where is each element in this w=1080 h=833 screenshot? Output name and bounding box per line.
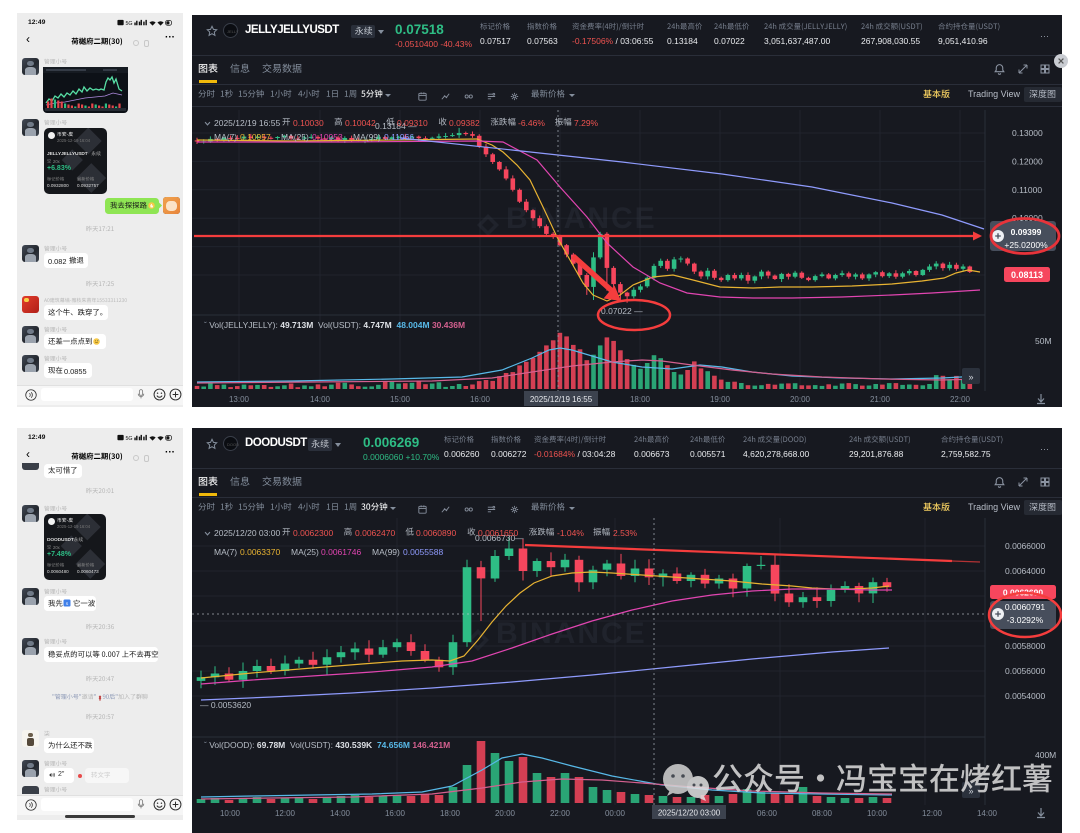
svg-text:»: »	[968, 786, 973, 796]
svg-text:0.0054000: 0.0054000	[1005, 691, 1045, 701]
svg-text:BINANCE: BINANCE	[506, 202, 657, 235]
svg-text:5G: 5G	[125, 436, 132, 442]
svg-text:2025/12/20 03:00: 2025/12/20 03:00	[658, 809, 721, 818]
svg-text:-3.0292%: -3.0292%	[1007, 615, 1044, 625]
svg-text:+25.0200%: +25.0200%	[1004, 240, 1048, 250]
svg-text:14:00: 14:00	[310, 395, 331, 404]
svg-text:0.0060791: 0.0060791	[1005, 602, 1045, 612]
svg-text:0.11000: 0.11000	[1012, 185, 1042, 195]
svg-text:20:00: 20:00	[495, 809, 516, 818]
svg-text:0.0058000: 0.0058000	[1005, 641, 1045, 651]
svg-text:5G: 5G	[125, 21, 132, 27]
svg-text:14:00: 14:00	[330, 809, 351, 818]
svg-text:0.12000: 0.12000	[1012, 156, 1043, 166]
svg-text:10:00: 10:00	[867, 809, 888, 818]
svg-text:0.0066730—: 0.0066730—	[475, 533, 524, 543]
svg-text:S: S	[66, 601, 69, 606]
svg-text:0.13000: 0.13000	[1012, 128, 1043, 138]
svg-text:2025/12/19 16:55: 2025/12/19 16:55	[530, 395, 593, 404]
svg-text:BINANCE: BINANCE	[496, 617, 647, 650]
svg-text:0.08113: 0.08113	[1011, 270, 1043, 280]
svg-text:18:00: 18:00	[630, 395, 651, 404]
svg-text:12:00: 12:00	[275, 809, 296, 818]
svg-text:00:00: 00:00	[605, 809, 626, 818]
svg-text:21:00: 21:00	[870, 395, 891, 404]
svg-text:18:00: 18:00	[440, 809, 461, 818]
svg-text:0.0056000: 0.0056000	[1005, 666, 1045, 676]
svg-text:0.09399: 0.09399	[1011, 227, 1042, 237]
svg-text:10:00: 10:00	[220, 809, 241, 818]
svg-text:16:00: 16:00	[385, 809, 406, 818]
svg-text:16:00: 16:00	[470, 395, 491, 404]
svg-text:— 0.0053620: — 0.0053620	[200, 700, 251, 710]
svg-text:20:00: 20:00	[790, 395, 811, 404]
svg-text:19:00: 19:00	[710, 395, 731, 404]
svg-text:22:00: 22:00	[550, 809, 571, 818]
svg-text:08:00: 08:00	[812, 809, 833, 818]
svg-text:0.0066000: 0.0066000	[1005, 541, 1045, 551]
svg-text:0.13184 —: 0.13184 —	[375, 121, 417, 131]
svg-text:22:00: 22:00	[950, 395, 971, 404]
svg-text:06:00: 06:00	[757, 809, 778, 818]
svg-text:13:00: 13:00	[229, 395, 250, 404]
svg-text:0.07022 —: 0.07022 —	[601, 306, 643, 316]
svg-text:400M: 400M	[1035, 750, 1056, 760]
svg-text:15:00: 15:00	[390, 395, 411, 404]
svg-text:50M: 50M	[1035, 336, 1052, 346]
svg-text:0.0064000: 0.0064000	[1005, 566, 1045, 576]
svg-text:14:00: 14:00	[977, 809, 998, 818]
svg-text:12:00: 12:00	[922, 809, 943, 818]
svg-text:»: »	[968, 372, 973, 382]
